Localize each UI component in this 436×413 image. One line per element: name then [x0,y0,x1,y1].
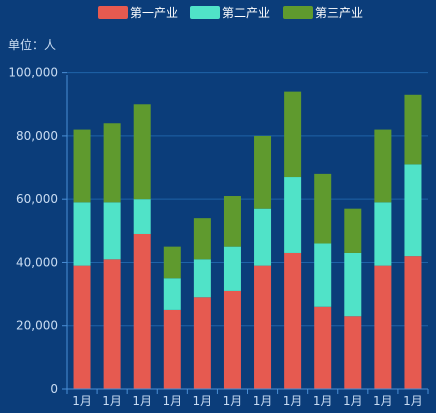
x-tick-label-7: 1月 [253,394,273,408]
legend-label-3[interactable]: 第三产业 [315,6,363,20]
bar-9-series-2[interactable] [314,243,332,307]
x-tick-label-3: 1月 [132,394,152,408]
legend: 第一产业 第二产业 第三产业 [98,6,363,20]
bar-1-series-2[interactable] [73,202,91,266]
bar-10-series-2[interactable] [344,252,362,317]
bar-3-series-2[interactable] [133,199,151,234]
y-tick-label-2: 40,000 [16,255,58,269]
bar-8-series-1[interactable] [284,252,302,389]
bar-8-series-2[interactable] [284,177,302,253]
bar-3-series-3[interactable] [133,104,151,200]
bar-11-series-1[interactable] [374,265,392,389]
x-tick-label-1: 1月 [72,394,92,408]
x-tick-label-9: 1月 [313,394,333,408]
x-tick-label-10: 1月 [343,394,363,408]
bar-4-series-3[interactable] [163,246,181,279]
bar-9-series-1[interactable] [314,306,332,389]
bar-6-series-3[interactable] [223,196,241,247]
bar-11-series-2[interactable] [374,202,392,266]
bar-1-series-3[interactable] [73,129,91,203]
y-tick-label-4: 80,000 [16,129,58,143]
bar-10-series-1[interactable] [344,316,362,389]
x-tick-label-8: 1月 [283,394,303,408]
bar-7-series-2[interactable] [254,208,272,266]
x-tick-label-6: 1月 [223,394,243,408]
x-tick-label-12: 1月 [403,394,423,408]
bar-12-series-3[interactable] [404,94,422,165]
x-tick-label-4: 1月 [162,394,182,408]
axes: 0 20,000 40,000 60,000 80,000 100,000 1月 1月 1月 1月… [8,66,429,408]
bar-2-series-2[interactable] [103,202,121,260]
bar-1-series-1[interactable] [73,265,91,389]
bar-8-series-3[interactable] [284,91,302,178]
bar-12-series-2[interactable] [404,164,422,257]
bar-5-series-2[interactable] [193,259,211,298]
y-tick-label-5: 100,000 [8,66,58,80]
bar-11-series-3[interactable] [374,129,392,203]
bar-5-series-3[interactable] [193,218,211,260]
bar-2-series-1[interactable] [103,259,121,389]
gridlines [67,72,428,327]
bar-7-series-1[interactable] [254,265,272,389]
legend-swatch-1[interactable] [98,6,128,19]
bar-7-series-3[interactable] [254,135,272,209]
y-tick-label-1: 20,000 [16,319,58,333]
x-tick-label-11: 1月 [373,394,393,408]
bars [73,91,422,389]
x-tick-label-5: 1月 [193,394,213,408]
unit-label: 单位：人 [8,37,56,52]
legend-label-1[interactable]: 第一产业 [130,6,178,20]
x-tick-label-2: 1月 [102,394,122,408]
y-tick-label-3: 60,000 [16,192,58,206]
bar-10-series-3[interactable] [344,208,362,253]
bar-9-series-3[interactable] [314,173,332,244]
legend-label-2[interactable]: 第二产业 [222,6,270,20]
bar-12-series-1[interactable] [404,256,422,389]
bar-2-series-3[interactable] [103,123,121,203]
legend-swatch-2[interactable] [190,6,220,19]
y-tick-label-0: 0 [50,382,58,396]
bar-4-series-1[interactable] [163,309,181,389]
legend-swatch-3[interactable] [283,6,313,19]
bar-4-series-2[interactable] [163,278,181,310]
bar-6-series-2[interactable] [223,246,241,291]
bar-3-series-1[interactable] [133,233,151,389]
bar-6-series-1[interactable] [223,290,241,389]
bar-5-series-1[interactable] [193,297,211,389]
